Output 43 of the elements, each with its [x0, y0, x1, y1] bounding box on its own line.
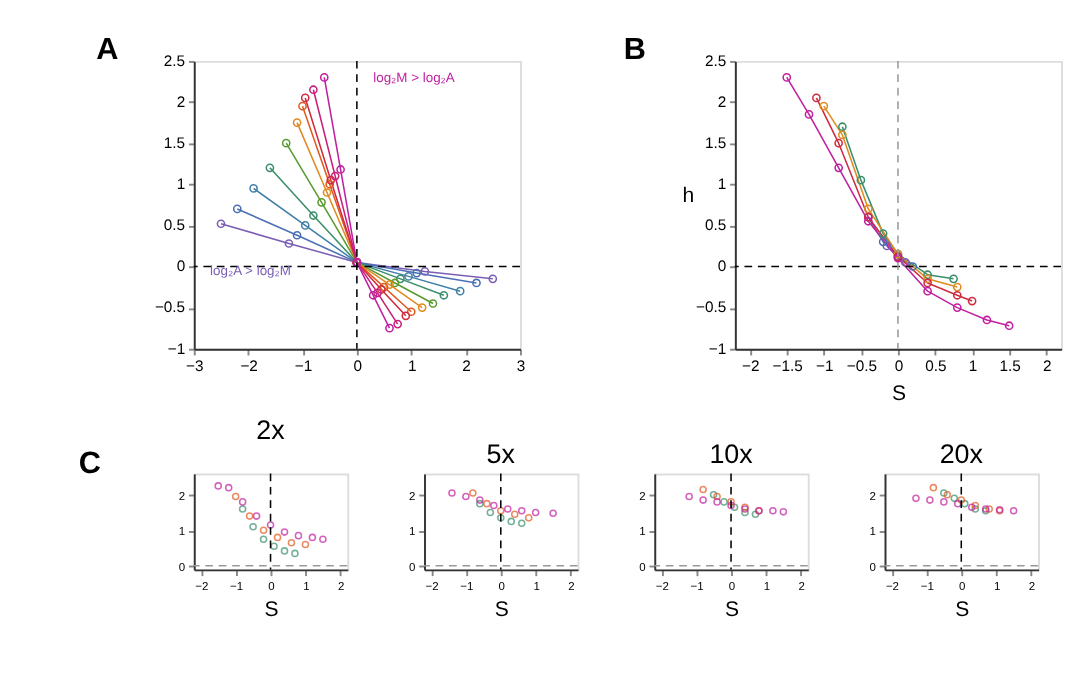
x-axis-title: S [494, 598, 509, 623]
x-axis-title: S [264, 598, 279, 623]
chart-title: 10x [709, 439, 754, 470]
x-axis-title: S [724, 598, 740, 623]
chart-title: B [623, 33, 647, 68]
x-tick-label: −2 [741, 356, 760, 375]
text: C [78, 447, 101, 482]
y-tick-label: 0.5 [704, 216, 727, 235]
y-axis-title: h [682, 183, 695, 208]
x-tick-label: −1 [816, 356, 834, 375]
x-tick-label: 0 [353, 356, 363, 375]
y-tick-label: 2 [176, 92, 186, 111]
x-tick-label: −1.5 [772, 356, 803, 375]
y-tick-label: −0.5 [695, 298, 727, 317]
y-tick-label: 1 [717, 175, 727, 194]
y-tick-label: 2 [717, 92, 727, 111]
y-tick-label: 1.5 [163, 133, 186, 152]
y-tick-label: 1.5 [704, 133, 727, 152]
x-axis-title: S [891, 381, 906, 406]
y-tick-label: −1 [167, 339, 186, 358]
y-tick-label: 0.5 [163, 216, 186, 235]
y-tick-label: −0.5 [154, 298, 186, 317]
y-tick-label: 0 [717, 257, 727, 276]
x-tick-label: 0.5 [925, 356, 947, 375]
x-tick-label: 2 [1042, 356, 1052, 375]
chart-title: 5x [486, 439, 516, 470]
x-tick-label: 3 [516, 356, 526, 375]
x-tick-label: 2 [462, 356, 471, 375]
y-tick-label: 0 [176, 257, 186, 276]
x-tick-label: 0 [894, 356, 904, 375]
x-axis-title: S [955, 598, 970, 623]
chart-title: 20x [939, 439, 984, 470]
x-tick-label: 1.5 [999, 356, 1021, 375]
y-tick-label: −1 [708, 339, 727, 358]
x-tick-label: −3 [186, 356, 204, 375]
x-tick-label: −1 [294, 356, 313, 375]
x-tick-label: −2 [240, 356, 258, 375]
y-tick-label: 2.5 [704, 51, 727, 70]
chart-title: A [96, 33, 119, 68]
y-tick-label: 1 [176, 175, 186, 194]
y-tick-label: 2.5 [163, 51, 186, 70]
x-tick-label: 1 [968, 356, 978, 375]
chart-title: 2x [256, 414, 286, 445]
